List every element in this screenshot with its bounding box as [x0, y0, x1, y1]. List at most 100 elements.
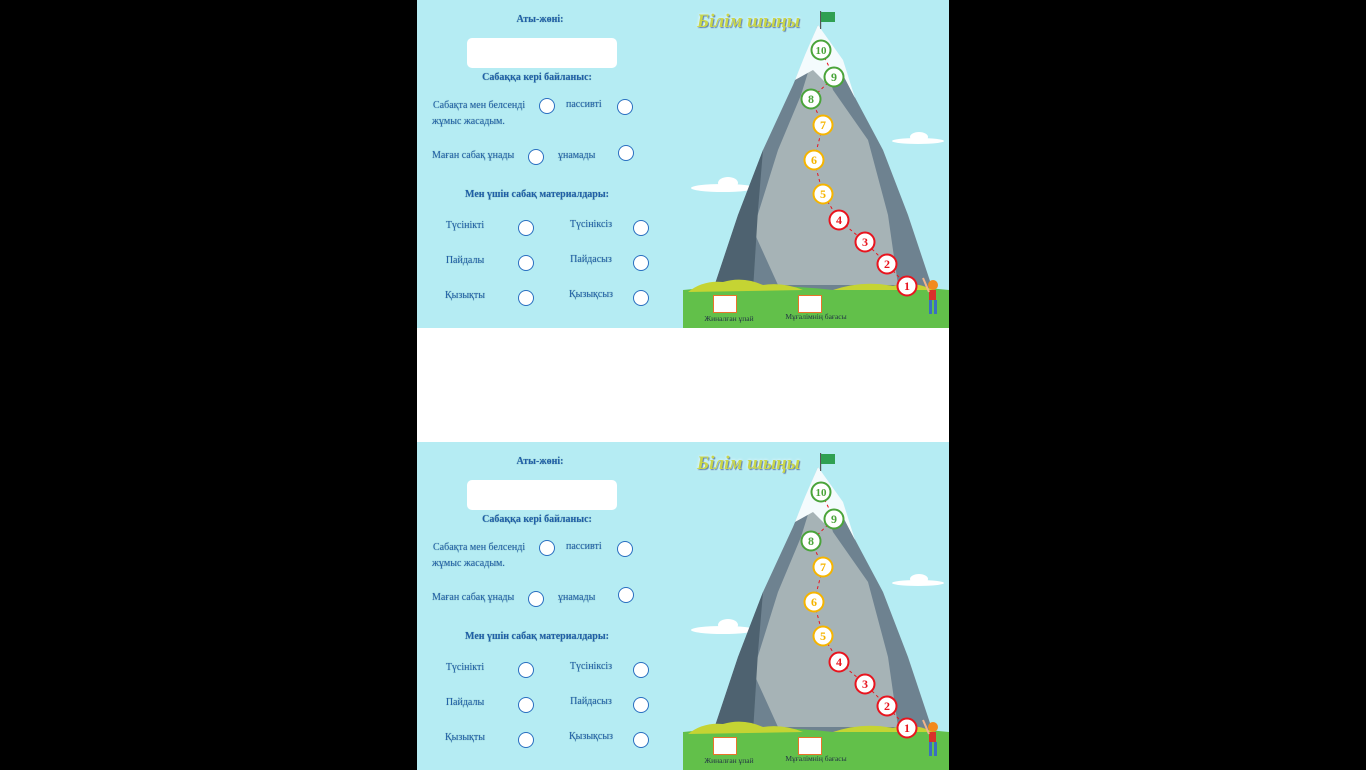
cloud-icon [691, 132, 944, 192]
teacher-grade-box[interactable] [798, 737, 822, 755]
worksheet-page: Аты-жөні: Сабаққа кері байланыс: Сабақта м… [417, 0, 949, 770]
bushes [688, 279, 933, 292]
option-label: Түсініксіз [569, 219, 613, 230]
score-box[interactable] [713, 295, 737, 313]
disliked-radio[interactable] [618, 145, 634, 161]
level-marker[interactable]: 7 [812, 556, 834, 578]
option-radio[interactable] [633, 732, 649, 748]
level-number: 5 [820, 629, 826, 643]
level-marker[interactable]: 8 [800, 530, 822, 552]
level-number: 6 [811, 595, 817, 609]
option-radio[interactable] [518, 697, 534, 713]
option-radio[interactable] [633, 255, 649, 271]
disliked-label: ұнамады [558, 592, 596, 603]
name-input[interactable] [467, 38, 617, 68]
level-number: 9 [831, 70, 837, 84]
level-marker[interactable]: 4 [828, 209, 850, 231]
level-marker[interactable]: 5 [812, 183, 834, 205]
level-number: 4 [836, 213, 842, 227]
level-marker[interactable]: 4 [828, 651, 850, 673]
level-number: 9 [831, 512, 837, 526]
level-marker[interactable]: 1 [896, 717, 918, 739]
feedback-card: Аты-жөні: Сабаққа кері байланыс: Сабақта м… [417, 442, 949, 770]
score-caption: Жиналған ұпай [704, 314, 754, 323]
level-marker[interactable]: 2 [876, 695, 898, 717]
disliked-label: ұнамады [558, 150, 596, 161]
level-number: 2 [884, 699, 890, 713]
cloud-icon [691, 574, 944, 634]
passive-label: пассивті [566, 99, 602, 110]
passive-radio[interactable] [617, 99, 633, 115]
level-number: 7 [820, 118, 826, 132]
materials-title: Мен үшін сабақ материалдары: [465, 631, 609, 642]
snow-cap [795, 467, 855, 540]
option-label: Қызықсыз [568, 731, 614, 742]
flag-pole [820, 11, 822, 29]
level-number: 4 [836, 655, 842, 669]
teacher-grade-box[interactable] [798, 295, 822, 313]
level-number: 3 [862, 235, 868, 249]
name-label: Аты-жөні: [516, 14, 564, 25]
materials-title: Мен үшін сабақ материалдары: [465, 189, 609, 200]
feedback-form: Аты-жөні: Сабаққа кері байланыс: Сабақта м… [417, 0, 683, 328]
option-label: Түсініксіз [569, 661, 613, 672]
knowledge-peak-poster: 1 2 3 4 5 6 7 8 9 10 Білім шыңы Жиналған ұпай Мұғалі… [683, 0, 949, 328]
option-radio[interactable] [633, 290, 649, 306]
route-line [810, 49, 908, 287]
liked-label: Маған сабақ ұнады [432, 592, 515, 603]
option-label: Түсінікті [445, 662, 485, 673]
name-input[interactable] [467, 480, 617, 510]
level-marker[interactable]: 9 [823, 66, 845, 88]
option-label: Қызықты [444, 290, 486, 301]
level-marker[interactable]: 7 [812, 114, 834, 136]
flag-icon [821, 454, 835, 464]
level-marker[interactable]: 10 [810, 481, 832, 503]
climber-icon [922, 277, 938, 314]
score-box[interactable] [713, 737, 737, 755]
passive-label: пассивті [566, 541, 602, 552]
level-number: 7 [820, 560, 826, 574]
active-radio[interactable] [539, 540, 555, 556]
level-marker[interactable]: 5 [812, 625, 834, 647]
option-radio[interactable] [633, 220, 649, 236]
option-radio[interactable] [633, 662, 649, 678]
knowledge-peak-poster: 1 2 3 4 5 6 7 8 9 10 Білім шыңы Жиналған ұпай Мұғалі… [683, 442, 949, 770]
flag-icon [821, 12, 835, 22]
level-marker[interactable]: 3 [854, 673, 876, 695]
route-line [810, 491, 908, 729]
mountain-shadow [713, 150, 763, 290]
option-radio[interactable] [518, 255, 534, 271]
level-marker[interactable]: 6 [803, 591, 825, 613]
disliked-radio[interactable] [618, 587, 634, 603]
level-marker[interactable]: 2 [876, 253, 898, 275]
active-radio[interactable] [539, 98, 555, 114]
level-marker[interactable]: 1 [896, 275, 918, 297]
level-marker[interactable]: 3 [854, 231, 876, 253]
passive-radio[interactable] [617, 541, 633, 557]
active-label-line2: жұмыс жасадым. [432, 558, 505, 569]
level-number: 1 [904, 279, 910, 293]
level-marker[interactable]: 10 [810, 39, 832, 61]
mountain-face [753, 482, 898, 727]
option-radio[interactable] [518, 732, 534, 748]
option-radio[interactable] [633, 697, 649, 713]
liked-label: Маған сабақ ұнады [432, 150, 515, 161]
liked-radio[interactable] [528, 149, 544, 165]
level-number: 8 [808, 534, 814, 548]
poster-title: Білім шыңы [697, 453, 800, 474]
mountain-shadow [713, 592, 763, 732]
teacher-grade-caption: Мұғалімнің бағасы [785, 312, 847, 321]
score-caption: Жиналған ұпай [704, 756, 754, 765]
option-radio[interactable] [518, 290, 534, 306]
option-radio[interactable] [518, 220, 534, 236]
flag-pole [820, 453, 822, 471]
option-label: Пайдалы [445, 697, 485, 708]
level-marker[interactable]: 8 [800, 88, 822, 110]
option-label: Қызықсыз [568, 289, 614, 300]
option-label: Қызықты [444, 732, 486, 743]
liked-radio[interactable] [528, 591, 544, 607]
level-marker[interactable]: 9 [823, 508, 845, 530]
snow-cap [795, 25, 855, 98]
level-marker[interactable]: 6 [803, 149, 825, 171]
option-radio[interactable] [518, 662, 534, 678]
